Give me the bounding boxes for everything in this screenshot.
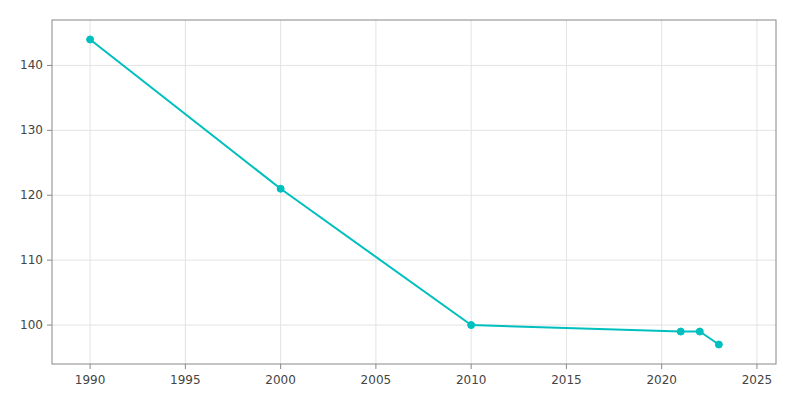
- tick-mark-x: [471, 364, 472, 369]
- plot-frame: [52, 20, 776, 364]
- grid-line-x: [185, 20, 186, 364]
- data-layer: [87, 36, 723, 348]
- chart-container: 1990 1995 2000 2005 2010 2015 2020 2025 100 110 12…: [0, 0, 800, 400]
- grid-line-x: [661, 20, 662, 364]
- tick-label-y: 140: [20, 58, 43, 72]
- tick-mark-x: [280, 364, 281, 369]
- tick-label-x: 2020: [646, 373, 677, 387]
- tick-mark-x: [375, 364, 376, 369]
- data-point: [696, 328, 703, 335]
- grid-line-x: [471, 20, 472, 364]
- tick-label-y: 120: [20, 188, 43, 202]
- tick-label-x: 2025: [742, 373, 773, 387]
- tick-label-x: 1990: [75, 373, 106, 387]
- tick-label-x: 2005: [361, 373, 392, 387]
- tick-label-x: 2000: [265, 373, 296, 387]
- data-point: [677, 328, 684, 335]
- grid-line-x: [90, 20, 91, 364]
- tick-mark-y: [47, 260, 52, 261]
- tick-mark-x: [185, 364, 186, 369]
- grid: [52, 20, 776, 364]
- grid-line-x: [566, 20, 567, 364]
- tick-label-y: 100: [20, 318, 43, 332]
- tick-label-y: 130: [20, 123, 43, 137]
- grid-line-x: [375, 20, 376, 364]
- chart-svg: 1990 1995 2000 2005 2010 2015 2020 2025 100 110 12…: [0, 0, 800, 400]
- tick-label-y: 110: [20, 253, 43, 267]
- axes: 1990 1995 2000 2005 2010 2015 2020 2025 100 110 12…: [20, 58, 772, 387]
- data-point: [87, 36, 94, 43]
- data-point: [468, 322, 475, 329]
- grid-line-y: [52, 260, 776, 261]
- grid-line-y: [52, 130, 776, 131]
- series-line: [90, 39, 719, 344]
- tick-mark-y: [47, 195, 52, 196]
- data-point: [277, 185, 284, 192]
- tick-label-x: 1995: [170, 373, 201, 387]
- tick-mark-y: [47, 65, 52, 66]
- tick-mark-y: [47, 130, 52, 131]
- tick-mark-x: [756, 364, 757, 369]
- tick-mark-x: [90, 364, 91, 369]
- data-point: [715, 341, 722, 348]
- tick-mark-x: [661, 364, 662, 369]
- tick-label-x: 2015: [551, 373, 582, 387]
- tick-label-x: 2010: [456, 373, 487, 387]
- tick-mark-y: [47, 325, 52, 326]
- grid-line-y: [52, 325, 776, 326]
- grid-line-x: [756, 20, 757, 364]
- grid-line-y: [52, 195, 776, 196]
- page: {"chart_data": {"type": "line", "x": [19…: [0, 0, 800, 400]
- plot-area: [52, 20, 776, 364]
- grid-line-y: [52, 65, 776, 66]
- tick-mark-x: [566, 364, 567, 369]
